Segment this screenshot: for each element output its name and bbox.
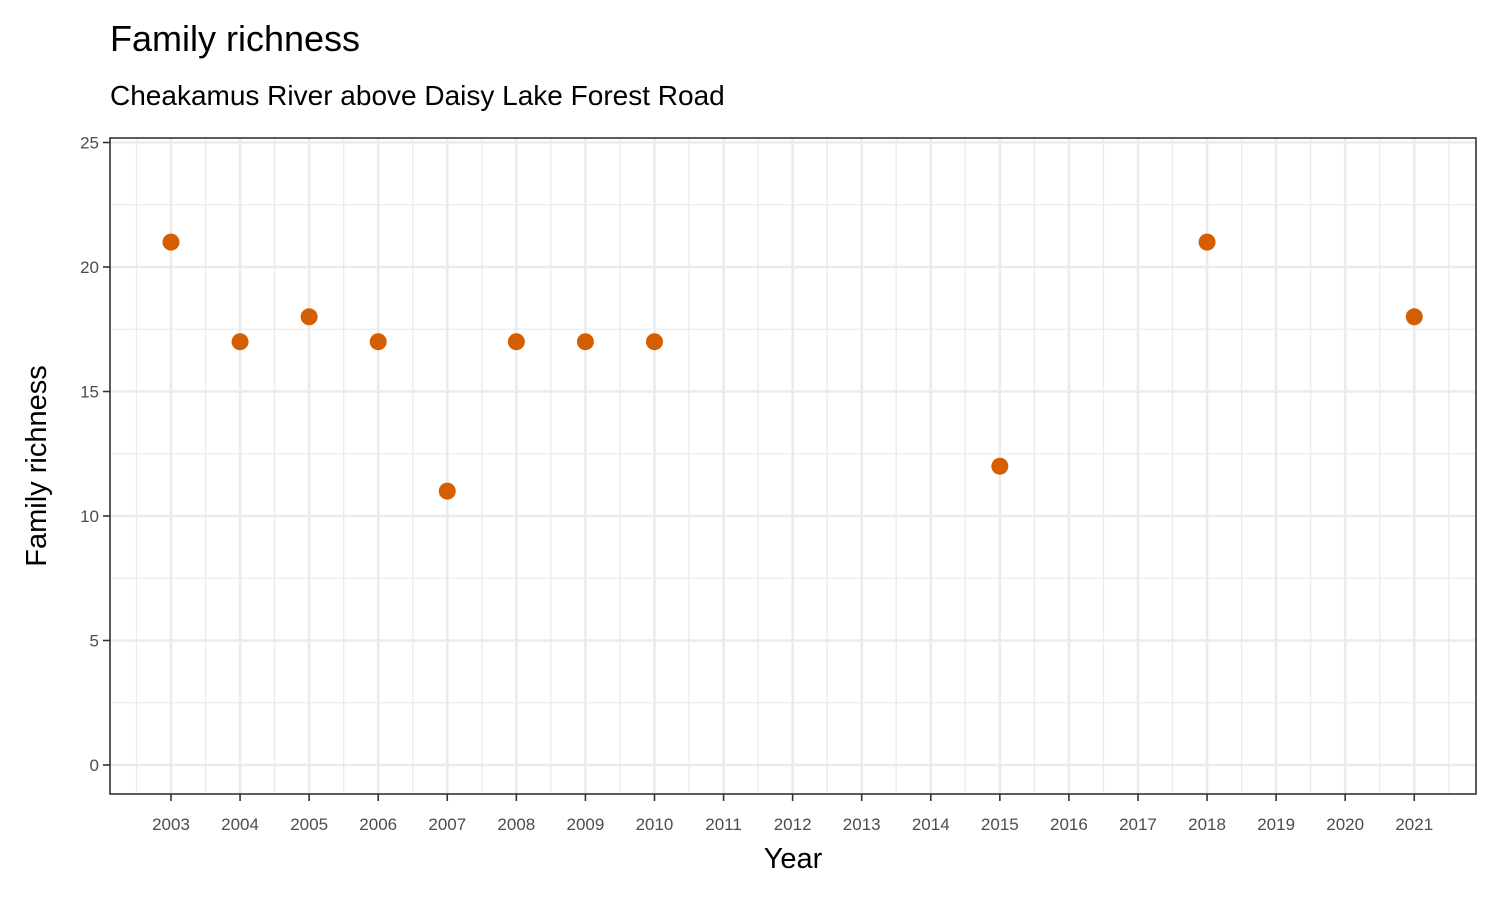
y-tick-label: 20 bbox=[80, 258, 99, 277]
x-tick-label: 2012 bbox=[774, 815, 812, 834]
x-tick-label: 2020 bbox=[1326, 815, 1364, 834]
x-tick-label: 2010 bbox=[636, 815, 674, 834]
major-gridlines bbox=[110, 138, 1476, 794]
data-point bbox=[438, 482, 456, 500]
x-tick-label: 2018 bbox=[1188, 815, 1226, 834]
y-tick-label: 25 bbox=[80, 134, 99, 153]
data-point bbox=[991, 457, 1009, 475]
x-tick-label: 2009 bbox=[567, 815, 605, 834]
chart-title: Family richness bbox=[110, 18, 361, 59]
y-tick-label: 5 bbox=[90, 632, 99, 651]
data-point bbox=[645, 333, 663, 351]
x-tick-label: 2015 bbox=[981, 815, 1019, 834]
data-point bbox=[1405, 308, 1423, 326]
x-tick-label: 2016 bbox=[1050, 815, 1088, 834]
data-point bbox=[231, 333, 249, 351]
x-tick-label: 2011 bbox=[705, 815, 742, 834]
x-tick-label: 2006 bbox=[359, 815, 397, 834]
x-axis-title: Year bbox=[764, 843, 823, 875]
x-tick-label: 2004 bbox=[221, 815, 259, 834]
data-point bbox=[507, 333, 525, 351]
data-point bbox=[369, 333, 387, 351]
y-axis-title: Family richness bbox=[21, 365, 53, 566]
data-points bbox=[162, 233, 1423, 500]
data-point bbox=[1198, 233, 1216, 251]
x-tick-label: 2013 bbox=[843, 815, 881, 834]
data-point bbox=[162, 233, 180, 251]
data-point bbox=[576, 333, 594, 351]
y-tick-label: 15 bbox=[80, 383, 99, 402]
x-tick-label: 2017 bbox=[1119, 815, 1157, 834]
y-axis: 0 5 10 15 20 25 bbox=[80, 134, 110, 775]
y-tick-label: 0 bbox=[90, 756, 99, 775]
x-tick-label: 2014 bbox=[912, 815, 950, 834]
x-tick-label: 2003 bbox=[152, 815, 190, 834]
x-tick-label: 2005 bbox=[290, 815, 328, 834]
data-point bbox=[300, 308, 318, 326]
x-tick-label: 2019 bbox=[1257, 815, 1295, 834]
x-tick-label: 2021 bbox=[1395, 815, 1433, 834]
x-tick-label: 2008 bbox=[497, 815, 535, 834]
y-tick-label: 10 bbox=[80, 507, 99, 526]
chart-subtitle: Cheakamus River above Daisy Lake Forest … bbox=[110, 80, 725, 111]
x-axis: 2003 2004 2005 2006 2007 2008 2009 2010 2011 2012… bbox=[152, 794, 1433, 834]
x-tick-label: 2007 bbox=[428, 815, 466, 834]
